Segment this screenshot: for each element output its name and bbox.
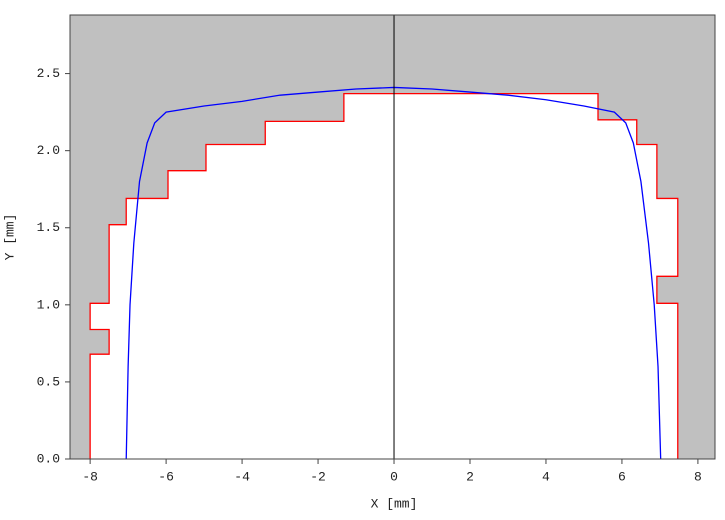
y-tick-label: 2.5 [37, 66, 60, 81]
x-tick-label: 4 [542, 469, 550, 484]
y-axis-label: Y [mm] [2, 214, 17, 261]
x-tick-label: 0 [390, 469, 398, 484]
y-tick-label: 0.5 [37, 374, 60, 389]
plot-frame [69, 14, 716, 460]
y-tick-label: 0.0 [37, 451, 60, 466]
x-tick-label: -4 [234, 469, 250, 484]
x-axis-label: X [mm] [371, 496, 418, 511]
x-tick-label: -6 [158, 469, 174, 484]
y-tick-label: 2.0 [37, 143, 60, 158]
x-tick-label: 2 [466, 469, 474, 484]
y-tick-label: 1.0 [37, 297, 60, 312]
y-tick-label: 1.5 [37, 220, 60, 235]
x-tick-label: -8 [82, 469, 98, 484]
x-tick-label: -2 [310, 469, 326, 484]
x-tick-label: 8 [694, 469, 702, 484]
x-tick-label: 6 [618, 469, 626, 484]
series-line [89, 92, 679, 459]
